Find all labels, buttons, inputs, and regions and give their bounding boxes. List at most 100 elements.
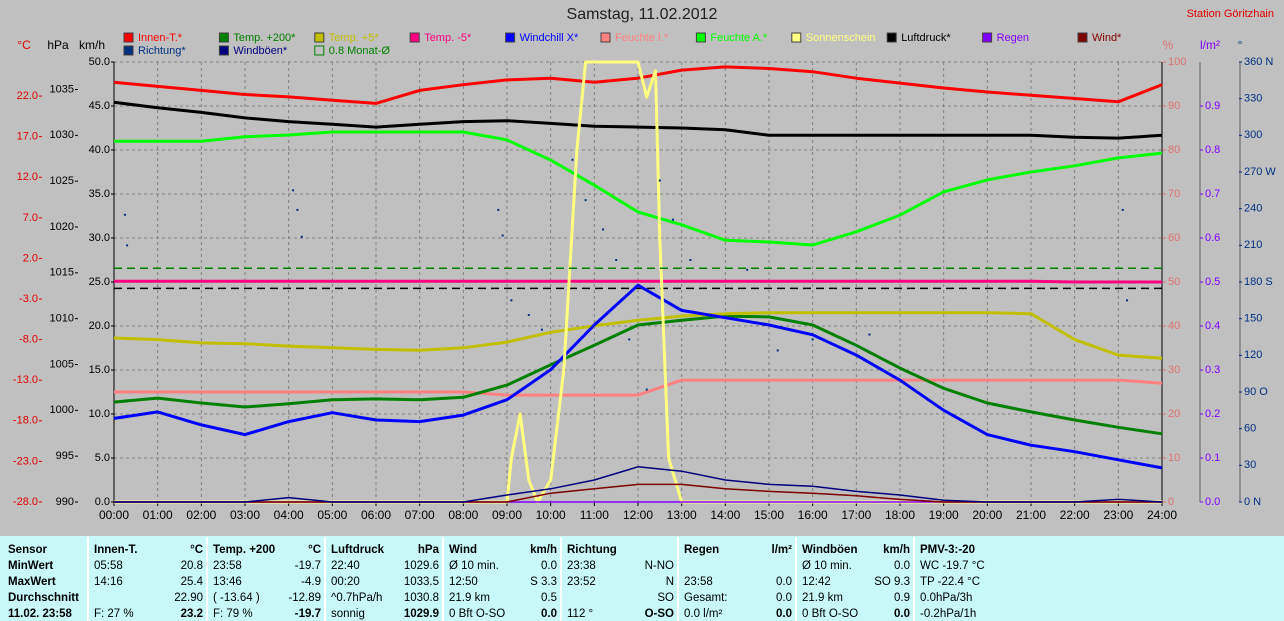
x-tick-label: 05:00 <box>317 508 347 522</box>
stats-cell: 0.9 <box>894 592 910 604</box>
axis-unit: hPa <box>47 38 69 52</box>
y-tick-label: -8.0 <box>19 334 38 346</box>
stats-cell: °C <box>308 544 321 556</box>
axis-unit: l/m² <box>1200 38 1220 52</box>
stats-cell: 23:58 <box>213 560 242 572</box>
stats-cell: Innen-T. <box>94 544 137 556</box>
y-tick-label: 15.0 <box>89 364 110 376</box>
axis-unit: km/h <box>79 38 105 52</box>
stats-cell: 0.0 <box>894 608 910 620</box>
x-tick-label: 16:00 <box>798 508 828 522</box>
stats-cell: SO <box>657 592 674 604</box>
y-tick-label: 0.5 <box>1205 276 1220 288</box>
stats-cell: 21.9 km <box>802 592 843 604</box>
legend-swatch <box>409 32 420 43</box>
stats-cell: 1029.6 <box>404 560 439 572</box>
x-tick-label: 19:00 <box>929 508 959 522</box>
y-tick-label: 180 S <box>1244 276 1273 288</box>
stats-background <box>0 536 1284 621</box>
chart-title: Samstag, 11.02.2012 <box>567 6 718 23</box>
stats-cell: 0.0 <box>541 560 557 572</box>
stats-cell: 23:52 <box>567 576 596 588</box>
x-tick-label: 06:00 <box>361 508 391 522</box>
y-tick-label: 120 <box>1244 349 1262 361</box>
legend-swatch <box>1077 32 1088 43</box>
stats-cell: Durchschnitt <box>8 592 79 604</box>
y-tick-label: 90 O <box>1244 386 1268 398</box>
stats-cell: 00:20 <box>331 576 360 588</box>
direction-dot <box>510 299 513 302</box>
legend-label: Windchill X* <box>520 32 579 44</box>
stats-cell: MinWert <box>8 560 53 572</box>
legend-swatch <box>314 32 325 43</box>
y-tick-label: 40 <box>1168 320 1180 332</box>
stats-cell: 0.0 <box>776 608 792 620</box>
y-tick-label: 20 <box>1168 408 1180 420</box>
y-tick-label: 0.7 <box>1205 188 1220 200</box>
stats-cell: F: 27 % <box>94 608 134 620</box>
y-tick-label: 1015 <box>50 267 74 279</box>
stats-cell: ( -13.64 ) <box>213 592 260 604</box>
series-line <box>113 311 1163 360</box>
legend-label: Temp. -5* <box>424 32 472 44</box>
y-tick-label: 0 <box>1168 496 1174 508</box>
legend-label: Regen <box>997 32 1029 44</box>
x-tick-label: 22:00 <box>1060 508 1090 522</box>
stats-cell: 0.0 <box>776 576 792 588</box>
y-tick-label: 1035 <box>50 83 74 95</box>
stats-cell: 1029.9 <box>404 608 439 620</box>
legend-label: Temp. +5* <box>329 32 380 44</box>
y-tick-label: -13.0 <box>13 374 38 386</box>
stats-cell: Sensor <box>8 544 48 556</box>
direction-dot <box>292 189 295 192</box>
stats-cell: 14:16 <box>94 576 123 588</box>
stats-cell: -19.7 <box>295 560 321 572</box>
direction-dot <box>658 179 661 182</box>
y-tick-label: 0.0 <box>1205 496 1220 508</box>
y-tick-label: 0.1 <box>1205 452 1220 464</box>
series-line <box>113 314 1163 436</box>
y-tick-label: 90 <box>1168 100 1180 112</box>
direction-dot <box>501 234 504 237</box>
series-line <box>113 65 1163 105</box>
direction-dot <box>868 333 871 336</box>
y-tick-label: 0.4 <box>1205 320 1220 332</box>
stats-cell: Temp. +200 <box>213 544 275 556</box>
y-tick-label: 330 <box>1244 93 1262 105</box>
y-tick-label: 2.0 <box>23 252 38 264</box>
y-tick-label: 30 <box>1244 459 1256 471</box>
y-tick-label: 50.0 <box>89 56 110 68</box>
series-line <box>113 100 1163 140</box>
stats-cell: 23:38 <box>567 560 596 572</box>
y-tick-label: 0 N <box>1244 496 1261 508</box>
x-tick-label: 18:00 <box>885 508 915 522</box>
y-tick-label: 12.0 <box>17 171 38 183</box>
y-tick-label: 70 <box>1168 188 1180 200</box>
y-tick-label: 5.0 <box>95 452 110 464</box>
legend-label: Sonnenschein <box>806 32 876 44</box>
x-tick-label: 11:00 <box>580 508 609 522</box>
stats-cell: Richtung <box>567 544 617 556</box>
legend-label: Feuchte I.* <box>615 32 669 44</box>
y-tick-label: 80 <box>1168 144 1180 156</box>
stats-cell: O-SO <box>645 608 674 620</box>
stats-cell: 25.4 <box>181 576 204 588</box>
stats-cell: S 3.3 <box>530 576 557 588</box>
x-tick-label: 15:00 <box>754 508 784 522</box>
stats-cell: Gesamt: <box>684 592 727 604</box>
x-tick-label: 09:00 <box>492 508 522 522</box>
direction-dot <box>671 218 674 221</box>
legend-swatch <box>982 32 993 43</box>
series-line <box>114 130 1163 247</box>
stats-cell: 20.8 <box>181 560 203 572</box>
y-tick-label: 50 <box>1168 276 1180 288</box>
y-tick-label: 240 <box>1244 203 1262 215</box>
y-tick-label: 45.0 <box>89 100 110 112</box>
stats-cell: Regen <box>684 544 719 556</box>
y-tick-label: 1030 <box>50 129 74 141</box>
y-tick-label: 210 <box>1244 239 1262 251</box>
stats-cell: -12.89 <box>288 592 321 604</box>
stats-cell: SO 9.3 <box>874 576 910 588</box>
direction-dot <box>746 268 749 271</box>
